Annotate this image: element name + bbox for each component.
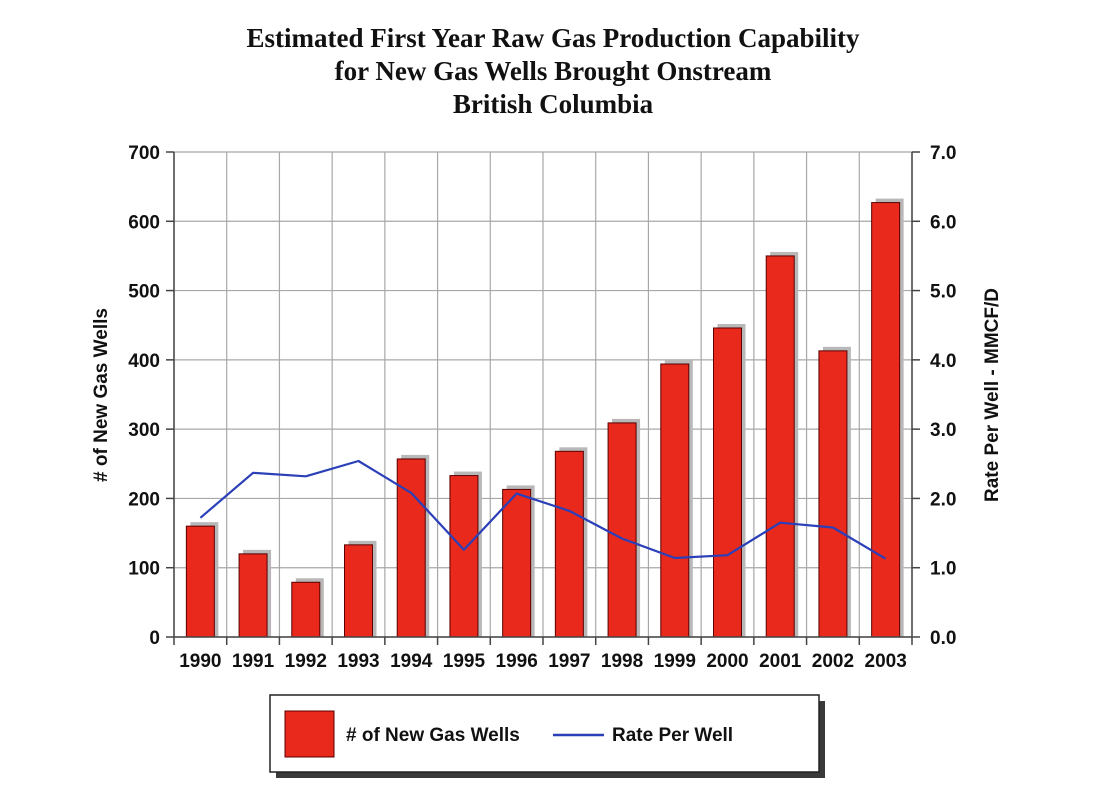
legend: # of New Gas Wells Rate Per Well <box>269 694 825 778</box>
x-tick-label: 1997 <box>548 651 590 672</box>
x-tick-label: 1991 <box>232 651 275 672</box>
y-axis-title: # of New Gas Wells <box>91 308 112 482</box>
x-tick-label: 1992 <box>285 651 327 672</box>
left-tick-label: 600 <box>128 212 160 233</box>
bar-1996 <box>502 488 532 638</box>
right-axis-tick-labels: 0.0 1.0 2.0 3.0 4.0 5.0 6.0 7.0 <box>930 143 956 649</box>
left-tick-label: 700 <box>128 143 160 164</box>
right-tick-label: 3.0 <box>930 420 956 441</box>
axes <box>166 151 920 645</box>
bar-1992 <box>291 581 321 638</box>
bar-1999 <box>660 363 690 638</box>
y2-axis-title: Rate Per Well - MMCF/D <box>982 288 1003 502</box>
right-tick-label: 2.0 <box>930 489 956 510</box>
bar-series <box>185 198 904 638</box>
bar-1995 <box>449 475 479 638</box>
legend-box <box>269 694 820 773</box>
x-tick-label: 1993 <box>337 651 379 672</box>
left-tick-label: 100 <box>128 559 160 580</box>
x-tick-label: 1999 <box>654 651 696 672</box>
chart-title-line-2: for New Gas Wells Brought Onstream <box>335 56 772 86</box>
bar-1990 <box>185 525 215 638</box>
rate-per-well-line <box>199 459 887 560</box>
chart-title: Estimated First Year Raw Gas Production … <box>247 23 860 119</box>
bar-1997 <box>554 450 584 638</box>
chart-title-line-1: Estimated First Year Raw Gas Production … <box>247 23 860 53</box>
bar-2002 <box>818 350 848 638</box>
legend-line-label: Rate Per Well <box>612 725 733 746</box>
left-axis-tick-labels: 0 100 200 300 400 500 600 700 <box>128 143 160 649</box>
x-tick-label: 2003 <box>865 651 907 672</box>
bar-2001 <box>765 255 795 638</box>
x-tick-label: 1995 <box>443 651 486 672</box>
bar-2000 <box>713 327 742 638</box>
x-tick-label: 1996 <box>496 651 538 672</box>
chart-title-line-3: British Columbia <box>453 89 654 119</box>
right-tick-label: 6.0 <box>930 212 956 233</box>
left-tick-label: 500 <box>128 282 160 303</box>
right-tick-label: 0.0 <box>930 628 956 649</box>
left-tick-label: 200 <box>128 489 160 510</box>
x-tick-label: 1994 <box>390 651 433 672</box>
right-tick-label: 4.0 <box>930 351 956 372</box>
legend-bar-label: # of New Gas Wells <box>346 725 520 746</box>
x-tick-label: 2000 <box>706 651 748 672</box>
right-tick-label: 7.0 <box>930 143 956 164</box>
x-tick-label: 1990 <box>179 651 221 672</box>
left-tick-label: 400 <box>128 351 160 372</box>
bar-1998 <box>607 422 637 638</box>
left-tick-label: 0 <box>149 628 160 649</box>
bar-1993 <box>344 544 373 638</box>
line-series <box>199 459 887 560</box>
x-tick-label: 2002 <box>812 651 854 672</box>
bar-2003 <box>871 202 901 638</box>
x-axis-tick-labels: 1990 1991 1992 1993 1994 1995 1996 1997 1998 1999… <box>179 651 907 672</box>
left-tick-label: 300 <box>128 420 160 441</box>
right-tick-label: 5.0 <box>930 282 956 303</box>
x-tick-label: 2001 <box>759 651 802 672</box>
legend-bar-swatch <box>284 710 335 758</box>
right-tick-label: 1.0 <box>930 559 956 580</box>
bar-1994 <box>396 458 426 638</box>
bar-1991 <box>238 553 268 638</box>
x-tick-label: 1998 <box>601 651 643 672</box>
